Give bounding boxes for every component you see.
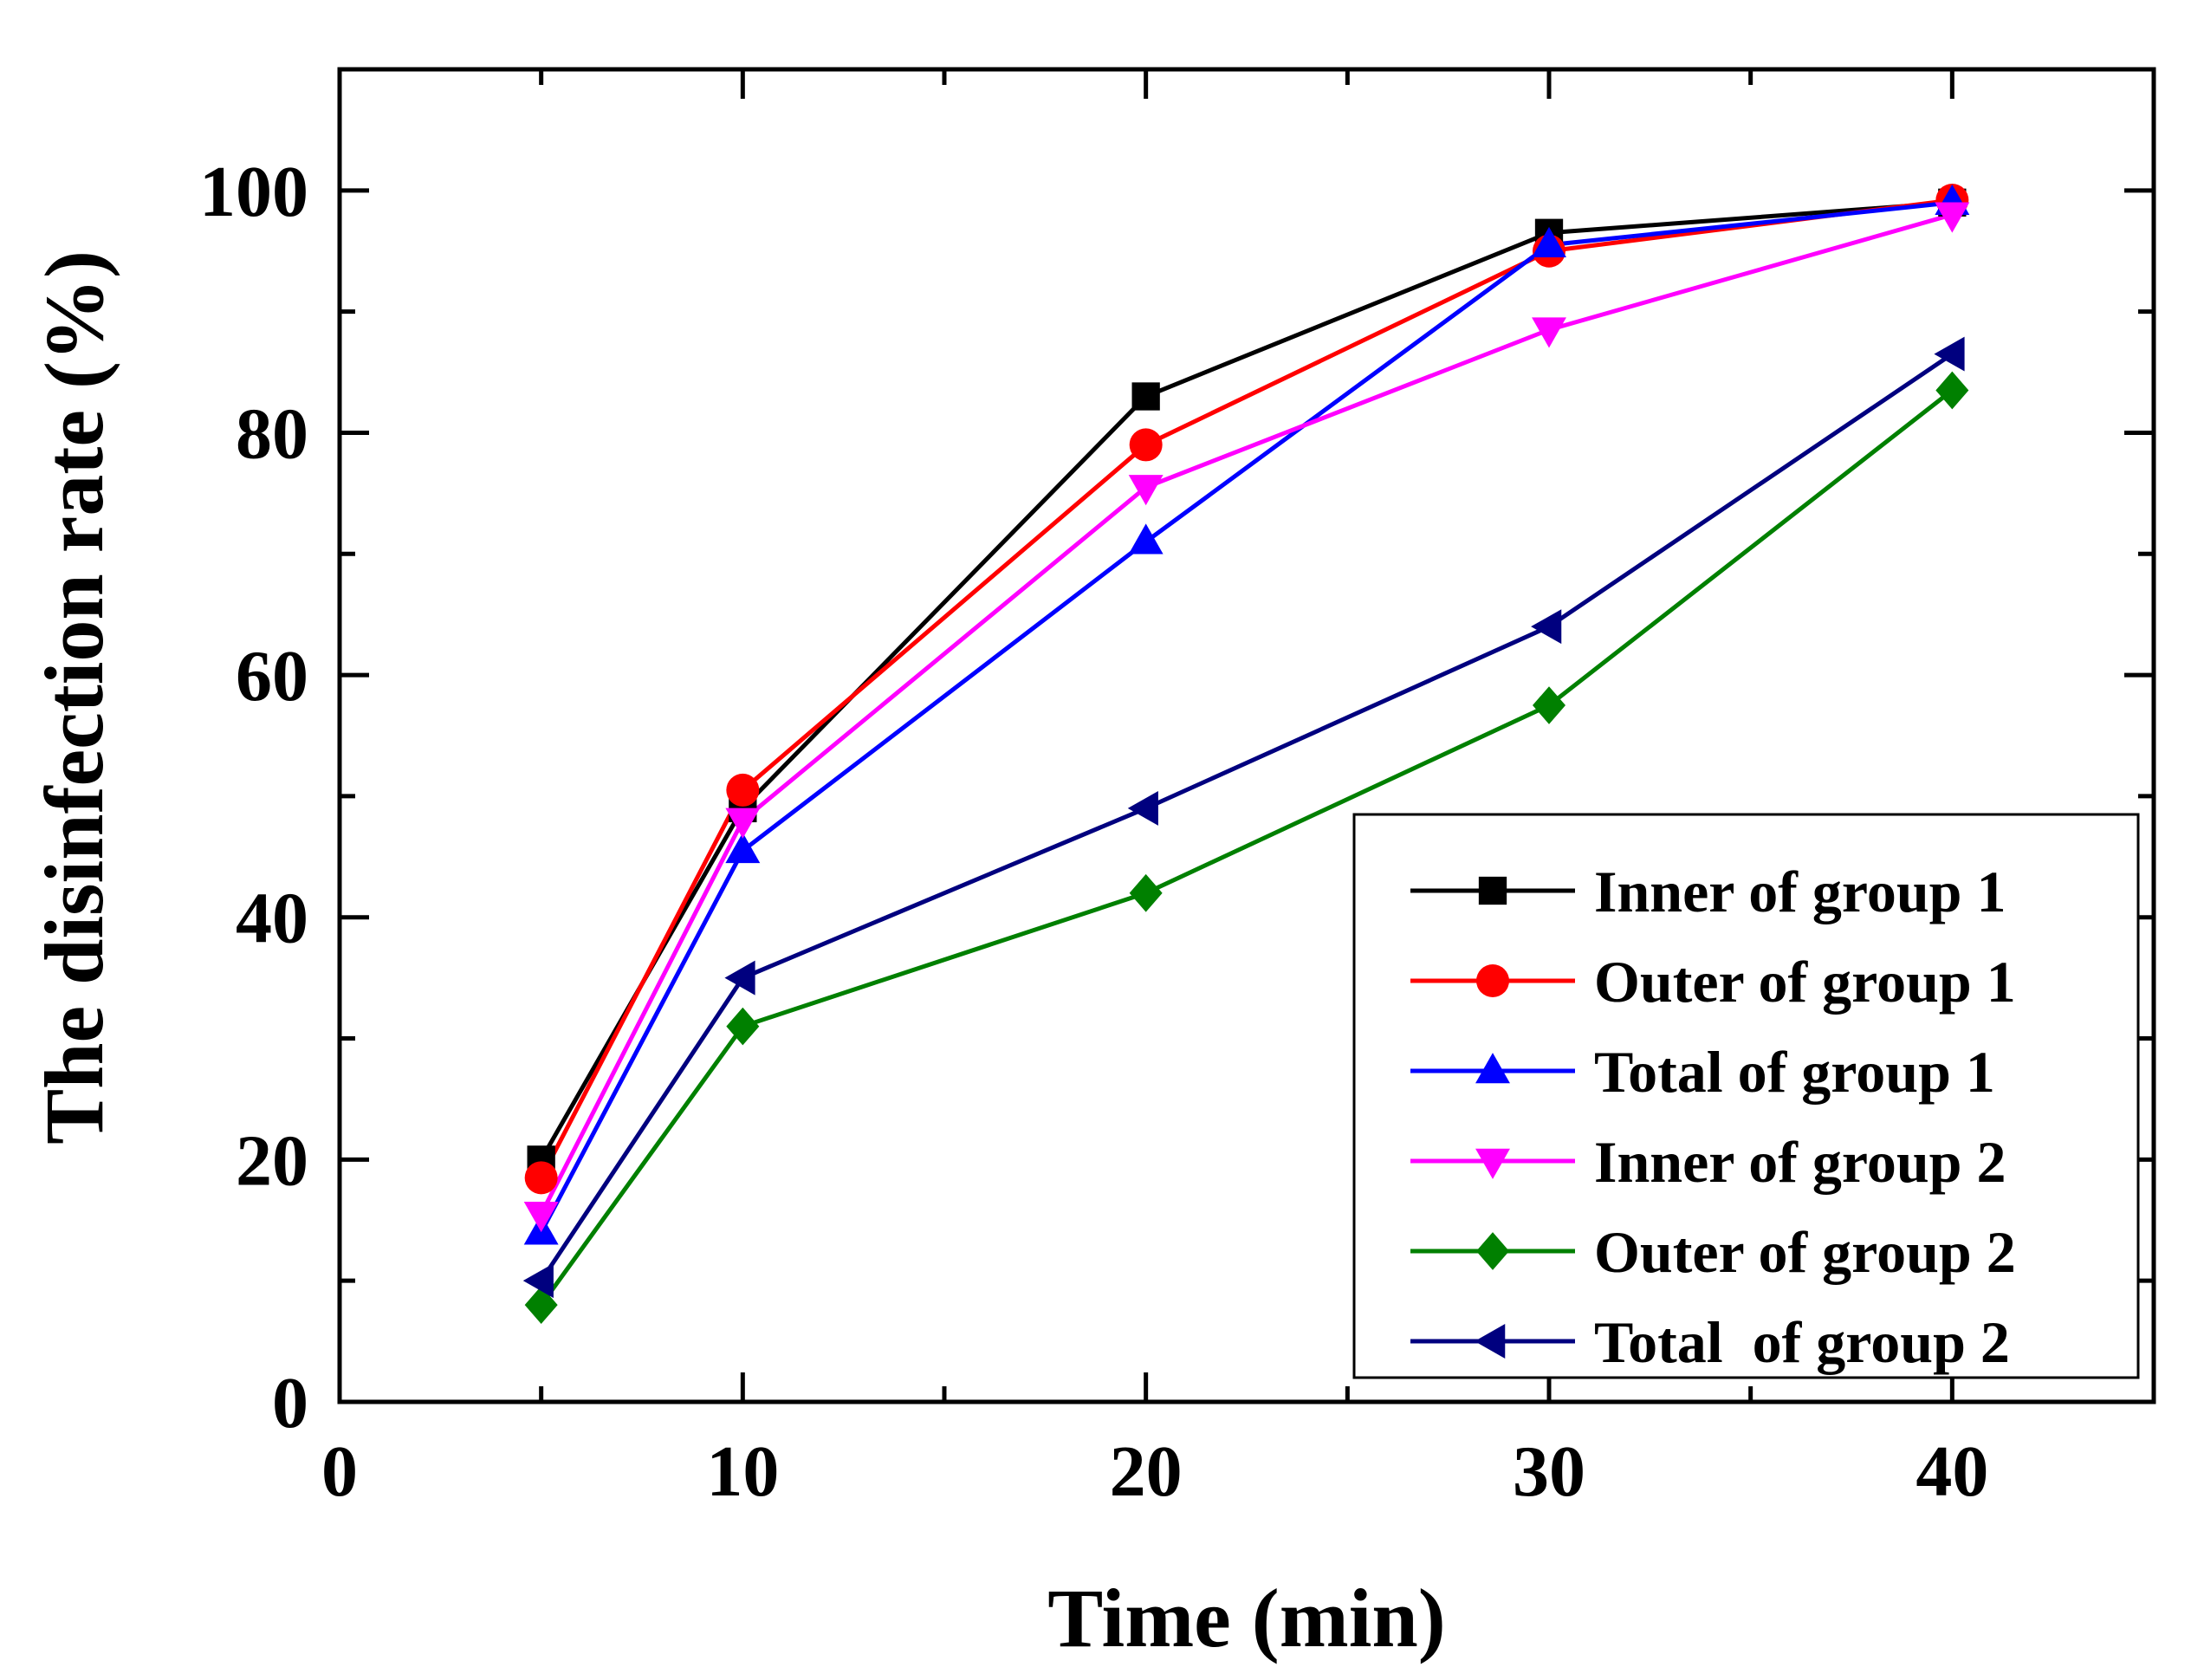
x-tick-label-30: 30 [1513,1431,1585,1512]
x-tick-label-10: 10 [706,1431,779,1512]
data-point [726,1007,760,1046]
legend-entry-5: Outer of group 2 [1410,1219,2016,1285]
legend-label: Total of group 1 [1594,1039,1995,1105]
data-point [724,960,755,996]
y-tick-label-20: 20 [236,1120,308,1201]
legend-entry-3: Total of group 1 [1410,1039,1995,1105]
plot-frame [337,67,2156,1404]
series-markers-4 [523,202,1970,1233]
ticks-layer: 0 10 20 30 40 0 20 40 60 80 100 [199,69,2156,1512]
data-point [1127,790,1158,826]
data-point [524,1161,558,1195]
legend-marker [1475,1324,1506,1359]
data-point [1131,382,1160,411]
data-point [523,1202,559,1233]
legend-label: Outer of group 1 [1594,949,2016,1015]
legend-label: Total of group 2 [1594,1309,2010,1375]
data-point [725,832,761,864]
x-axis-title: Time (min) [1047,1572,1446,1664]
legend-marker [1475,1148,1510,1179]
legend-marker [1475,1053,1510,1084]
legend-marker [1476,1232,1509,1270]
legend: Inner of group 1 Outer of group 1 Total of… [1352,813,2140,1379]
data-point [725,808,761,839]
data-point [1531,609,1562,645]
data-point [1935,202,1970,233]
y-tick-label-80: 80 [236,393,308,474]
data-point [1129,873,1163,912]
legend-label: Outer of group 2 [1594,1219,2016,1285]
legend-entry-4: Inner of group 2 [1410,1129,2006,1195]
legend-label: Inner of group 1 [1594,859,2006,924]
x-tick-label-0: 0 [321,1431,358,1512]
x-tick-label-40: 40 [1916,1431,1988,1512]
y-tick-label-40: 40 [236,879,308,959]
x-tick-label-20: 20 [1110,1431,1183,1512]
data-point [1128,523,1164,555]
data-point [1532,317,1566,348]
data-point [1128,475,1164,506]
legend-label: Inner of group 2 [1594,1129,2006,1195]
legend-box [1352,813,2140,1379]
legend-marker [1478,876,1507,905]
data-point [1129,428,1163,462]
legend-marker [1476,964,1509,997]
series-markers-6 [522,336,1965,1299]
legend-entry-2: Outer of group 1 [1410,949,2016,1015]
data-point [1532,226,1566,257]
y-tick-label-60: 60 [236,636,308,717]
data-point [1533,686,1565,724]
data-point [522,1263,554,1299]
series-layer [522,184,1970,1324]
legend-entry-1: Inner of group 1 [1410,859,2006,924]
data-point [726,773,760,807]
y-tick-label-100: 100 [199,152,308,232]
legend-entry-6: Total of group 2 [1410,1309,2010,1375]
y-tick-label-0: 0 [272,1363,308,1443]
y-axis-title: The disinfection rate (%) [28,250,120,1145]
data-point [1934,336,1965,372]
data-point [1935,371,1969,410]
